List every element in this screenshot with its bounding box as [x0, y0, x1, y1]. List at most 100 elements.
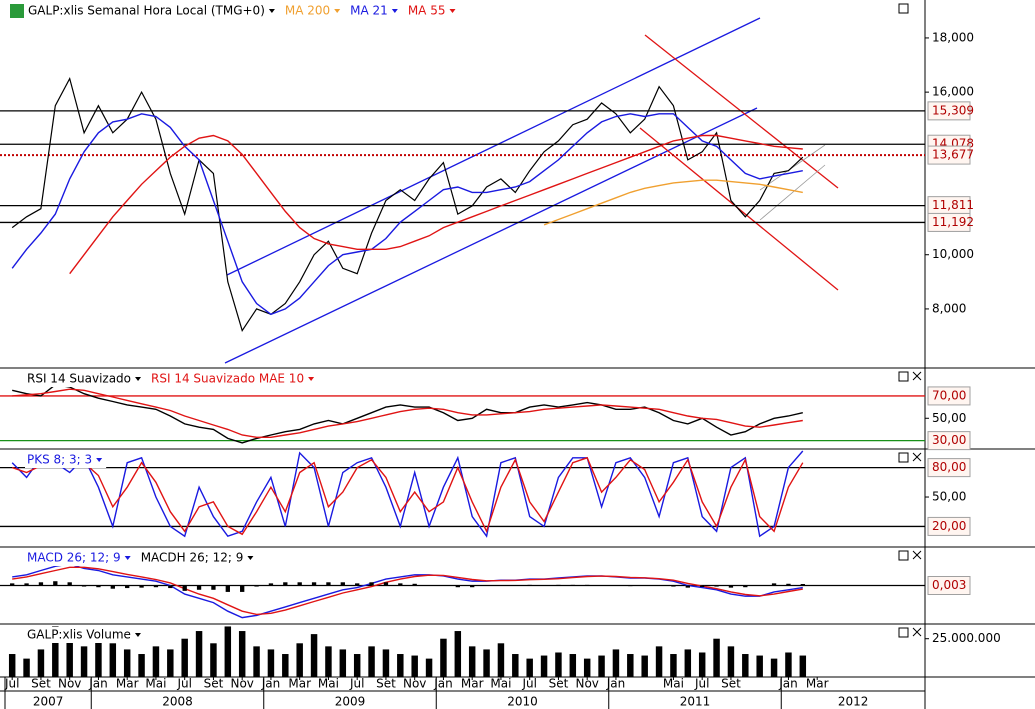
bar	[671, 585, 676, 587]
year-label: 2012	[838, 695, 869, 709]
bar	[569, 654, 577, 677]
legend-bg	[25, 627, 145, 643]
bar	[440, 638, 447, 677]
series-line	[543, 179, 803, 226]
bar	[355, 583, 360, 586]
bar	[123, 649, 131, 677]
bar	[727, 646, 735, 677]
x-tick-label: Nov	[230, 677, 253, 691]
bar	[325, 646, 332, 677]
legend-bg	[25, 452, 107, 468]
legend-bg	[282, 3, 345, 19]
legend-arrow	[124, 556, 131, 560]
legend-label: MACDH 26; 12; 9	[141, 551, 244, 565]
series-line	[69, 134, 803, 275]
level-label: 11,811	[932, 198, 974, 212]
legend-arrow	[449, 9, 456, 13]
level-label-box	[927, 212, 971, 232]
x-tick-label: Jan	[88, 677, 108, 691]
bar	[95, 638, 102, 677]
bar	[153, 585, 159, 588]
x-tick-label: Nov	[575, 677, 598, 691]
bar	[757, 585, 762, 586]
y-tick-label: 50,00	[932, 411, 966, 425]
bar	[268, 583, 274, 586]
bar	[369, 582, 374, 586]
bar	[656, 585, 662, 586]
trendline	[226, 17, 761, 276]
bar	[52, 626, 59, 677]
level-label: 30,00	[932, 433, 966, 447]
bar	[541, 585, 547, 586]
bar	[498, 585, 504, 586]
bar	[196, 585, 202, 590]
bar	[66, 631, 73, 677]
panel-icon	[912, 550, 922, 560]
level-label: 15,309	[932, 103, 974, 117]
bar	[253, 646, 260, 677]
y-tick-label: 16,000	[932, 85, 974, 99]
bar	[398, 583, 403, 586]
bar	[598, 655, 605, 677]
x-tick-label: Jul	[4, 677, 19, 691]
series-line	[11, 450, 804, 538]
bar	[383, 582, 389, 586]
series-line	[11, 113, 803, 316]
x-tick-label: Jul	[521, 677, 536, 691]
series-line	[11, 76, 804, 333]
bar	[397, 654, 404, 677]
bar	[254, 585, 259, 587]
x-tick-label: Nov	[403, 677, 426, 691]
x-tick-label: Mar	[288, 677, 311, 691]
bar	[139, 585, 144, 588]
bar	[225, 585, 230, 592]
bar	[53, 581, 58, 586]
legend-bg	[348, 3, 402, 19]
bar	[125, 585, 130, 589]
y-tick-label: 18,000	[932, 30, 974, 44]
legend-bg	[25, 371, 146, 387]
legend-label: GALP:xlis Semanal Hora Local (TMG+0)	[28, 4, 265, 18]
bar	[642, 585, 647, 586]
bar	[238, 631, 246, 677]
bar	[267, 649, 275, 677]
panel-icon	[912, 371, 922, 381]
x-tick-label: Jul	[694, 677, 709, 691]
bar	[24, 583, 29, 586]
bar	[181, 638, 188, 677]
panel-icon	[898, 452, 909, 463]
bar	[425, 658, 433, 677]
bar	[167, 649, 174, 677]
level-label-box	[927, 145, 971, 165]
bar	[326, 582, 331, 586]
x-tick-label: Jan	[606, 677, 626, 691]
bar	[37, 649, 45, 677]
bar	[382, 649, 390, 677]
bar	[613, 585, 619, 586]
bar	[282, 654, 289, 677]
bar	[80, 646, 88, 677]
panel-icon	[898, 3, 909, 14]
bar	[556, 584, 561, 586]
bar	[585, 584, 590, 586]
bar	[38, 582, 44, 586]
legend-arrow	[308, 377, 315, 381]
x-tick-label: Set	[549, 677, 569, 691]
bar	[513, 585, 518, 586]
bar	[412, 583, 417, 586]
legend-arrow	[134, 633, 141, 637]
x-tick-label: Set	[376, 677, 396, 691]
eq-icon	[10, 4, 24, 18]
legend-bg	[149, 371, 319, 387]
x-tick-label: Mar	[461, 677, 484, 691]
series-line	[11, 456, 804, 536]
bar	[497, 643, 505, 677]
panel-icon	[898, 371, 909, 382]
bar	[138, 654, 145, 677]
x-tick-label: Set	[204, 677, 224, 691]
year-label: 2008	[162, 695, 193, 709]
bar	[698, 652, 706, 677]
level-label: 11,192	[932, 215, 974, 229]
level-label-box	[927, 575, 971, 595]
